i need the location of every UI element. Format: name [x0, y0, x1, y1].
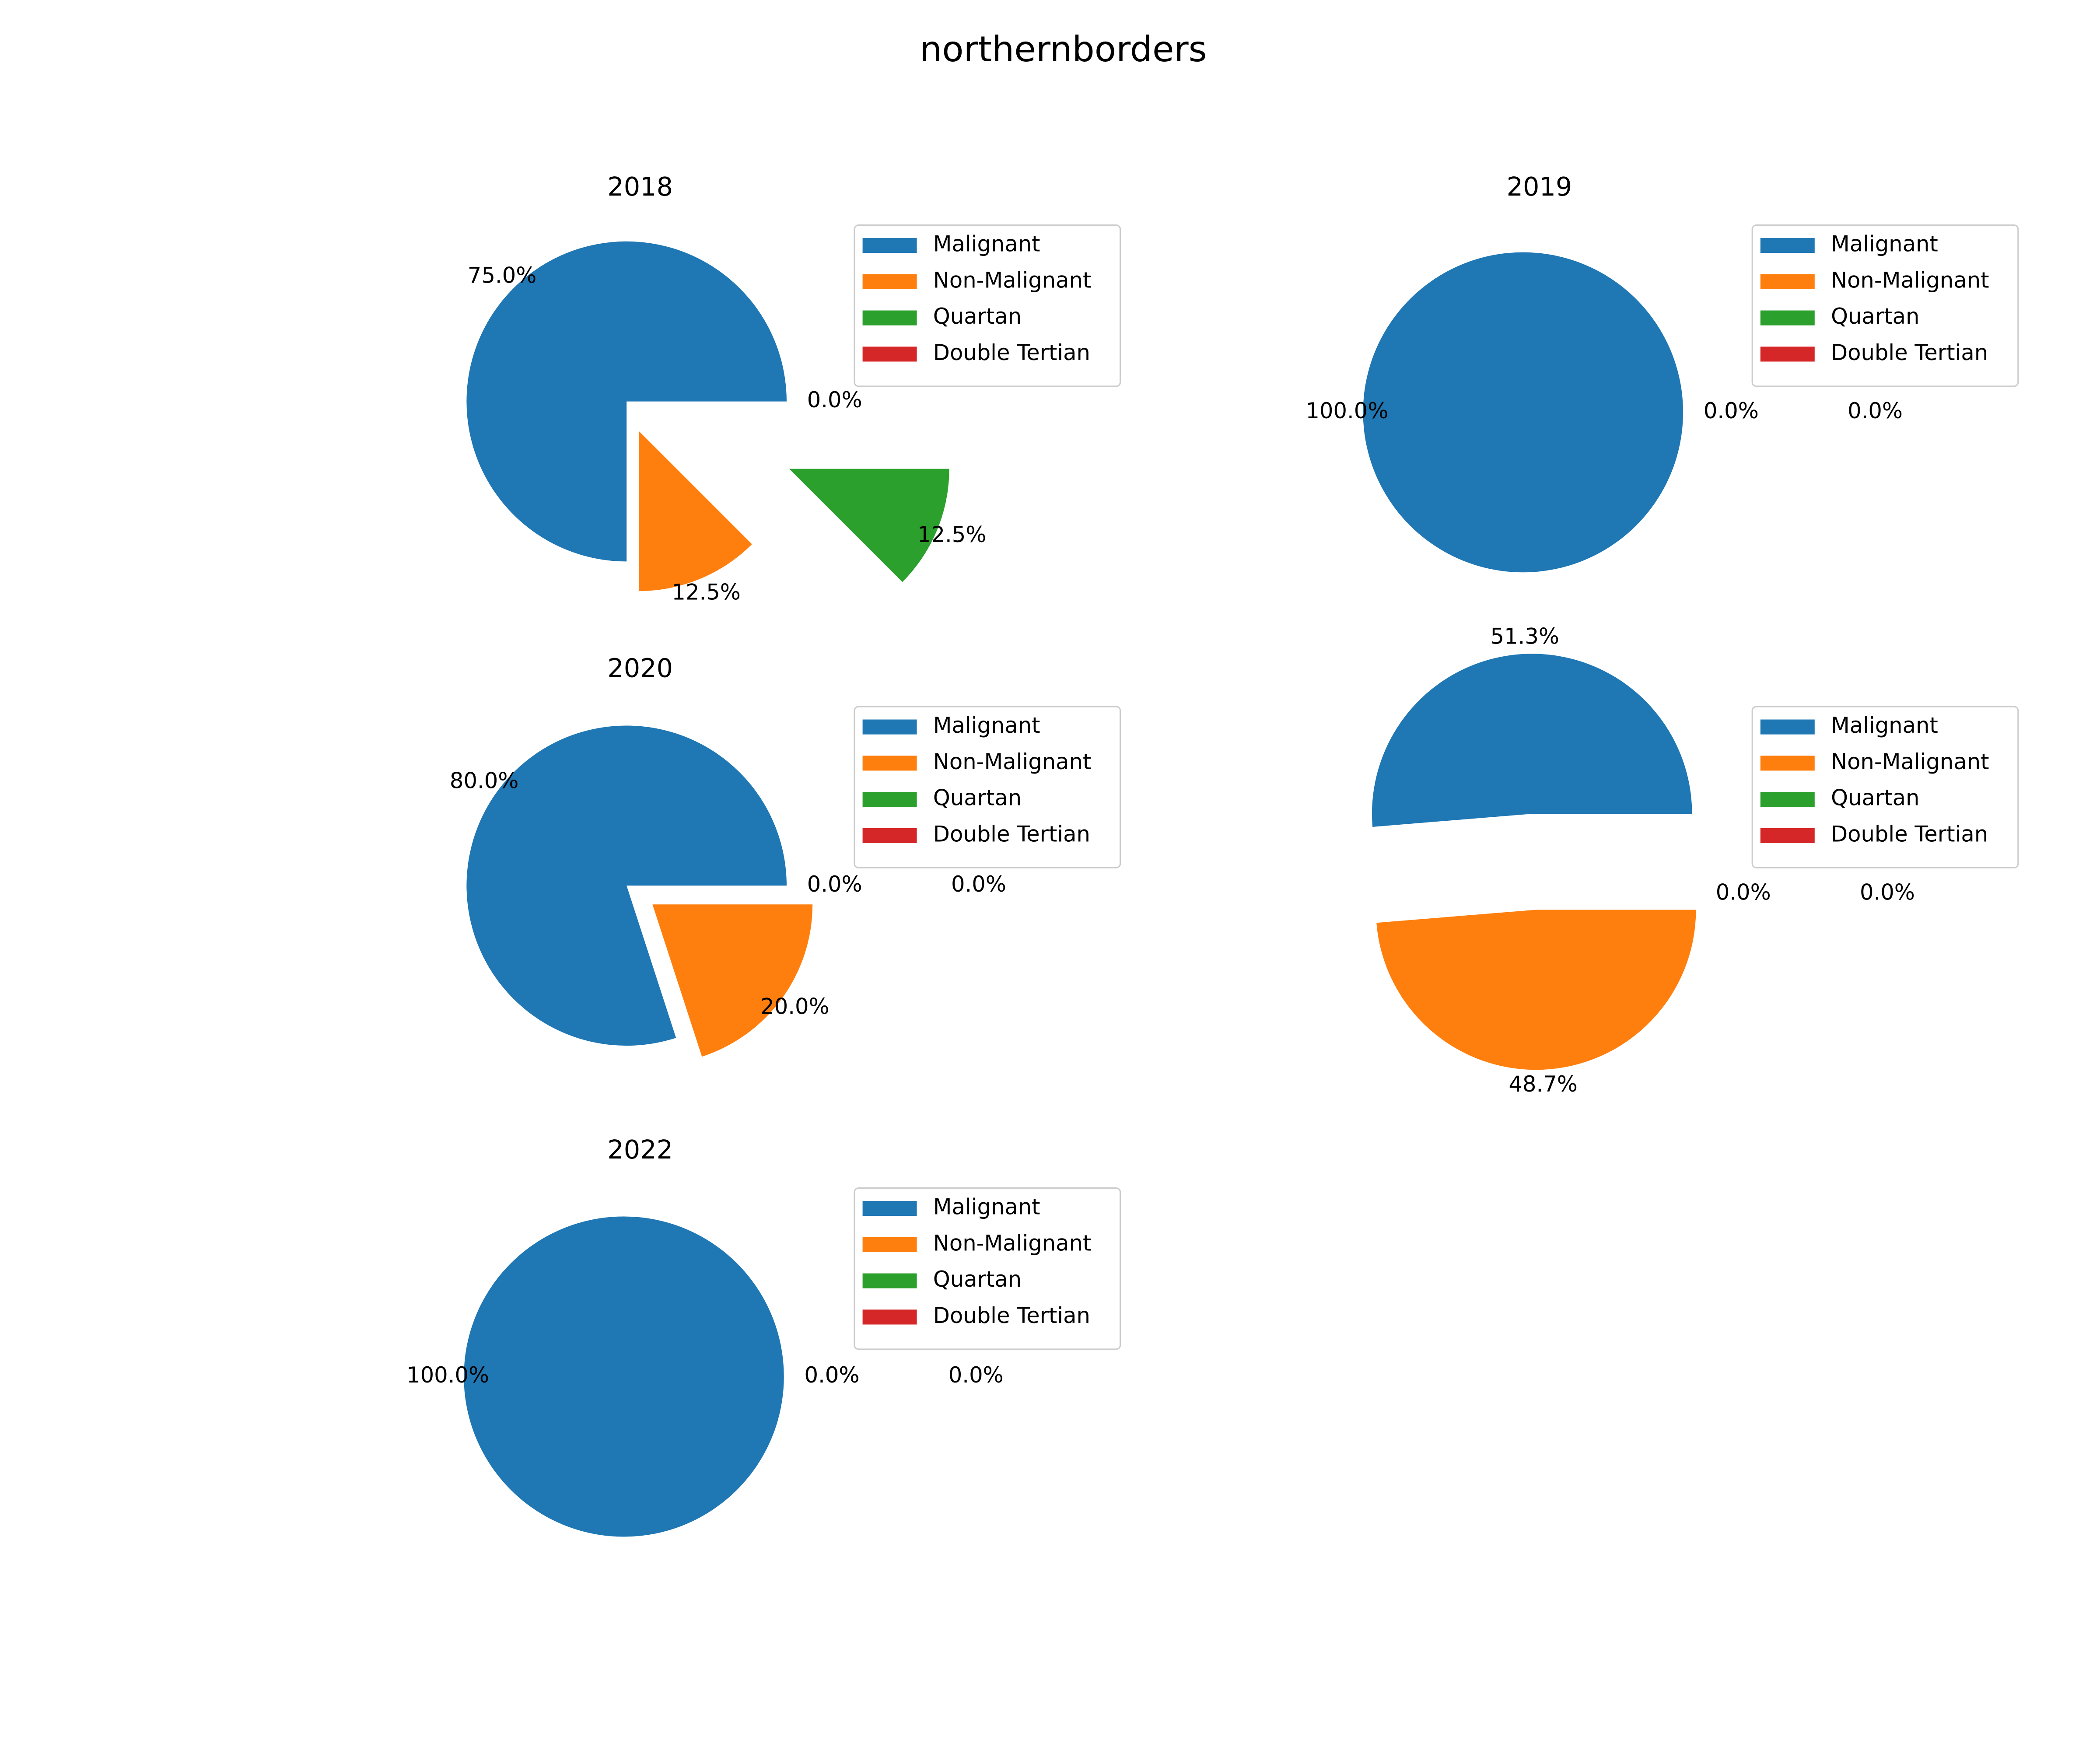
legend-swatch: [862, 719, 917, 735]
subplot-title: 2022: [607, 1134, 673, 1165]
value-label: 100.0%: [1306, 398, 1388, 424]
value-label: 51.3%: [1491, 624, 1559, 649]
legend-label: Quartan: [1831, 304, 1919, 329]
value-label: 0.0%: [948, 1362, 1004, 1388]
legend-label: Malignant: [933, 1194, 1040, 1220]
legend-swatch: [1760, 238, 1815, 253]
legend-label: Quartan: [933, 785, 1022, 811]
value-label: 48.7%: [1508, 1071, 1578, 1097]
legend-swatch: [862, 1309, 917, 1325]
legend-swatch: [1760, 274, 1815, 289]
legend-label: Quartan: [933, 1267, 1022, 1292]
legend-label: Malignant: [933, 713, 1040, 738]
pie-wedge: [466, 725, 787, 1046]
value-label: 20.0%: [760, 994, 829, 1019]
legend-label: Double Tertian: [933, 340, 1090, 365]
legend-label: Double Tertian: [1831, 340, 1988, 365]
subplot-title: 2019: [1507, 172, 1572, 202]
pie-wedge: [652, 904, 813, 1057]
subplot-title: 2018: [607, 172, 673, 202]
value-label: 0.0%: [1716, 879, 1771, 905]
value-label: 12.5%: [672, 579, 741, 605]
legend-label: Double Tertian: [933, 821, 1090, 847]
value-label: 0.0%: [1860, 879, 1915, 905]
legend-box: [854, 1187, 1121, 1350]
legend-swatch: [862, 274, 917, 289]
legend-box: [1751, 224, 2019, 387]
legend-label: Quartan: [1831, 785, 1919, 811]
pie-wedge: [464, 1216, 784, 1537]
legend-label: Non-Malignant: [1831, 749, 1989, 774]
legend-swatch: [1760, 310, 1815, 326]
legend-label: Non-Malignant: [933, 1230, 1092, 1256]
legend-box: [854, 224, 1121, 387]
pie-wedge: [1376, 910, 1696, 1070]
pie-wedge: [789, 469, 949, 582]
legend-swatch: [862, 756, 917, 771]
value-label: 80.0%: [450, 768, 519, 793]
legend-swatch: [862, 792, 917, 807]
legend-box: [854, 706, 1121, 868]
pie-wedge: [1363, 252, 1684, 573]
value-label: 100.0%: [406, 1362, 489, 1388]
value-label: 0.0%: [951, 872, 1006, 897]
legend-label: Double Tertian: [933, 1303, 1090, 1328]
legend-swatch: [862, 238, 917, 253]
value-label: 0.0%: [1848, 398, 1903, 424]
legend-label: Quartan: [933, 304, 1022, 329]
pie-wedge: [1372, 654, 1692, 827]
subplot-title: 2020: [607, 653, 673, 683]
legend-swatch: [1760, 828, 1815, 843]
figure-title: northernborders: [920, 29, 1207, 70]
pie-wedge: [639, 431, 752, 591]
legend-swatch: [1760, 792, 1815, 807]
value-label: 0.0%: [807, 872, 862, 897]
value-label: 0.0%: [1704, 398, 1759, 424]
legend-swatch: [862, 1273, 917, 1288]
legend-label: Malignant: [1831, 231, 1938, 257]
legend-label: Double Tertian: [1831, 821, 1988, 847]
legend-label: Non-Malignant: [933, 267, 1092, 293]
value-label: 0.0%: [1704, 398, 1759, 424]
legend-swatch: [862, 346, 917, 362]
legend-swatch: [862, 1201, 917, 1216]
legend-label: Malignant: [933, 231, 1040, 257]
legend-swatch: [862, 1237, 917, 1252]
legend-swatch: [862, 310, 917, 326]
legend-swatch: [1760, 756, 1815, 771]
legend-label: Non-Malignant: [1831, 267, 1989, 293]
value-label: 0.0%: [807, 387, 862, 413]
value-label: 0.0%: [805, 1362, 860, 1388]
legend-swatch: [862, 828, 917, 843]
legend-swatch: [1760, 719, 1815, 735]
legend-label: Non-Malignant: [933, 749, 1092, 774]
pie-wedge: [466, 241, 787, 562]
legend-swatch: [1760, 346, 1815, 362]
value-label: 12.5%: [917, 522, 987, 547]
legend-box: [1751, 706, 2019, 868]
value-label: 0.0%: [805, 1362, 860, 1388]
legend-label: Malignant: [1831, 713, 1938, 738]
value-label: 75.0%: [468, 263, 537, 288]
